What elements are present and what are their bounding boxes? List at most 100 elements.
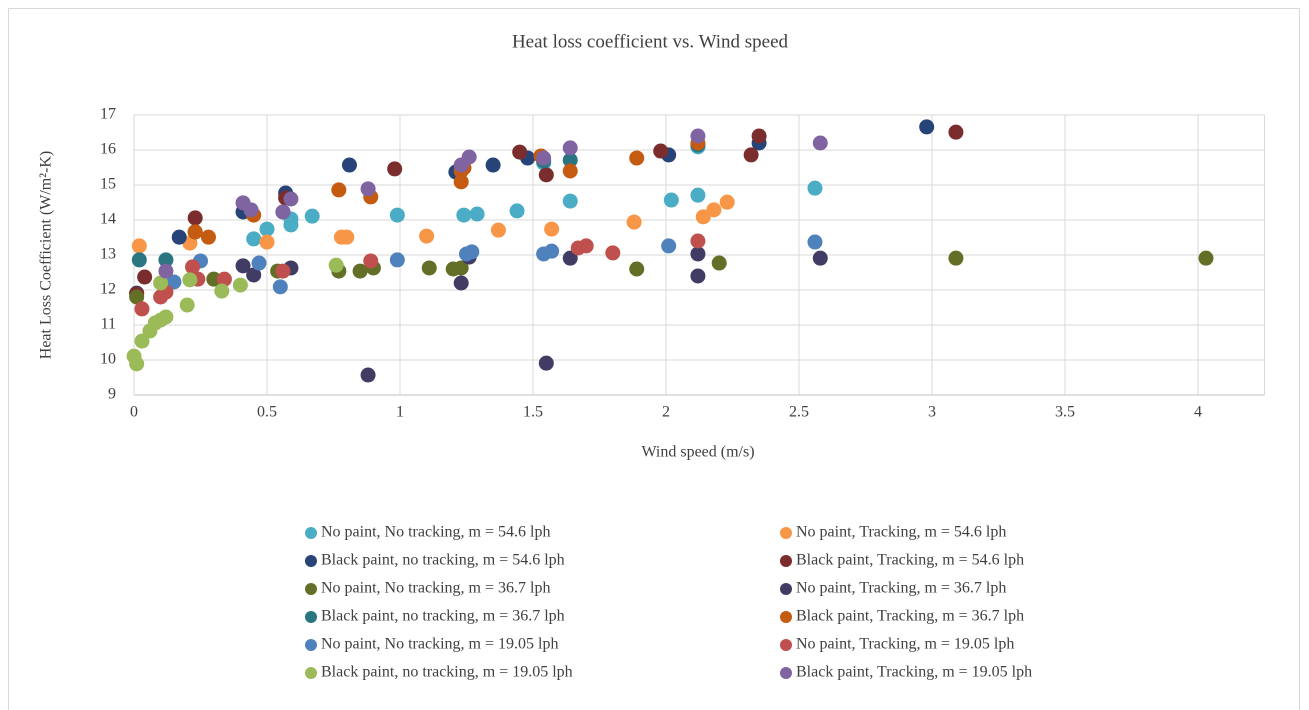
point xyxy=(328,257,344,273)
point xyxy=(509,203,525,219)
point xyxy=(259,234,275,250)
point xyxy=(719,194,735,210)
point xyxy=(158,309,174,325)
point xyxy=(629,261,645,277)
y-tick-label: 17 xyxy=(100,106,116,123)
point xyxy=(485,157,501,173)
point xyxy=(185,259,201,275)
point xyxy=(562,193,578,209)
y-tick-label: 15 xyxy=(100,176,116,193)
point xyxy=(200,229,216,245)
point xyxy=(360,367,376,383)
y-axis-label: Heat Loss Coefficient (W/m²-K) xyxy=(38,151,55,359)
x-tick-label: 2.5 xyxy=(789,404,809,421)
legend-marker xyxy=(305,555,317,567)
point xyxy=(812,135,828,151)
point xyxy=(690,128,706,144)
y-tick-label: 16 xyxy=(100,141,116,158)
point xyxy=(137,269,153,285)
point xyxy=(695,209,711,225)
point xyxy=(807,180,823,196)
x-tick-label: 3.5 xyxy=(1055,404,1075,421)
legend-marker xyxy=(780,583,792,595)
point xyxy=(171,229,187,245)
x-tick-label: 1.5 xyxy=(523,404,543,421)
point xyxy=(153,275,169,291)
point xyxy=(453,260,469,276)
point xyxy=(461,149,477,165)
point xyxy=(387,161,403,177)
point xyxy=(690,268,706,284)
point xyxy=(807,234,823,250)
legend-marker xyxy=(305,639,317,651)
point xyxy=(538,355,554,371)
point xyxy=(490,222,506,238)
point xyxy=(919,119,935,135)
point xyxy=(131,252,147,268)
point xyxy=(653,143,669,159)
point xyxy=(158,263,174,279)
legend-marker xyxy=(780,639,792,651)
legend-marker xyxy=(305,527,317,539)
x-tick-label: 1 xyxy=(396,404,404,421)
point xyxy=(626,214,642,230)
point xyxy=(562,250,578,266)
legend-marker xyxy=(305,583,317,595)
point xyxy=(948,250,964,266)
chart-border xyxy=(8,8,1300,710)
legend-label: No paint, No tracking, m = 54.6 lph xyxy=(321,524,550,541)
point xyxy=(690,233,706,249)
y-tick-label: 14 xyxy=(100,211,116,228)
legend-label: Black paint, Tracking, m = 19.05 lph xyxy=(796,664,1032,681)
point xyxy=(389,252,405,268)
point xyxy=(948,124,964,140)
x-tick-label: 0 xyxy=(130,404,138,421)
y-tick-label: 11 xyxy=(101,316,116,333)
point xyxy=(578,238,594,254)
point xyxy=(751,128,767,144)
point xyxy=(134,301,150,317)
legend-marker xyxy=(780,555,792,567)
point xyxy=(246,267,262,283)
point xyxy=(235,258,251,274)
point xyxy=(419,228,435,244)
point xyxy=(243,202,259,218)
point xyxy=(562,163,578,179)
legend-label: No paint, Tracking, m = 19.05 lph xyxy=(796,636,1014,653)
point xyxy=(251,255,267,271)
legend-label: Black paint, no tracking, m = 54.6 lph xyxy=(321,552,565,569)
point xyxy=(131,238,147,254)
y-tick-label: 12 xyxy=(100,281,116,298)
point xyxy=(512,144,528,160)
legend-marker xyxy=(780,667,792,679)
chart-title: Heat loss coefficient vs. Wind speed xyxy=(512,31,789,52)
point xyxy=(283,191,299,207)
point xyxy=(421,260,437,276)
point xyxy=(352,263,368,279)
legend-label: Black paint, no tracking, m = 19.05 lph xyxy=(321,664,573,681)
y-tick-label: 13 xyxy=(100,246,116,263)
point xyxy=(706,202,722,218)
point xyxy=(304,208,320,224)
point xyxy=(1198,250,1214,266)
point xyxy=(453,275,469,291)
point xyxy=(216,271,232,287)
point xyxy=(544,243,560,259)
legend-marker xyxy=(305,611,317,623)
point xyxy=(129,289,145,305)
point xyxy=(562,140,578,156)
legend-marker xyxy=(305,667,317,679)
x-tick-label: 3 xyxy=(928,404,936,421)
point xyxy=(544,221,560,237)
point xyxy=(275,204,291,220)
point xyxy=(690,246,706,262)
point xyxy=(464,244,480,260)
point xyxy=(360,181,376,197)
point xyxy=(812,250,828,266)
point xyxy=(339,229,355,245)
point xyxy=(246,231,262,247)
point xyxy=(663,192,679,208)
legend-label: No paint, No tracking, m = 36.7 lph xyxy=(321,580,550,597)
legend-label: Black paint, Tracking, m = 54.6 lph xyxy=(796,552,1024,569)
point xyxy=(129,356,145,372)
